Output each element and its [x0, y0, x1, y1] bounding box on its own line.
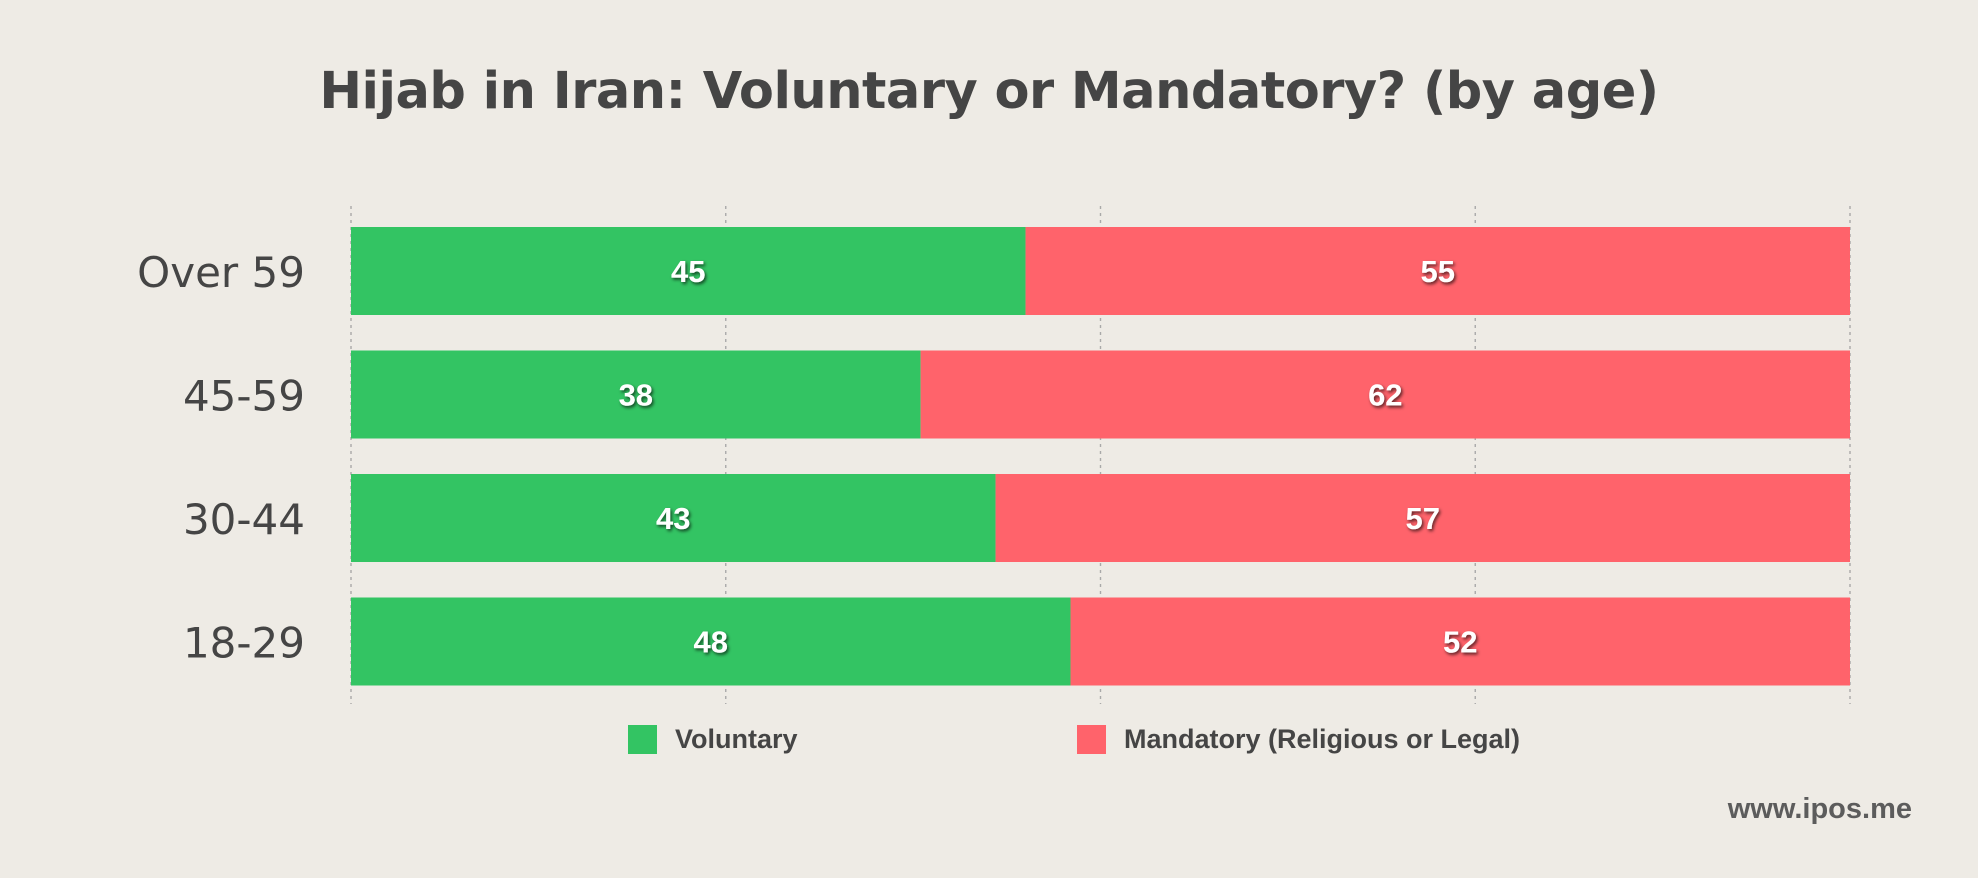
value-label-mandatory-1: 62: [1368, 378, 1402, 413]
legend-swatch-voluntary: [628, 724, 657, 754]
legend-label-mandatory: Mandatory (Religious or Legal): [1124, 723, 1521, 754]
legend-mandatory[interactable]: Mandatory (Religious or Legal): [1077, 723, 1520, 755]
bar-mandatory-2[interactable]: [995, 474, 1850, 562]
legend-label-voluntary: Voluntary: [675, 723, 798, 754]
category-label-0: Over 59: [137, 248, 305, 297]
bar-mandatory-3[interactable]: [1070, 597, 1850, 686]
bar-voluntary-0[interactable]: [351, 227, 1026, 315]
bar-voluntary-2[interactable]: [351, 474, 996, 562]
value-label-voluntary-3: 48: [694, 625, 728, 660]
legend-voluntary[interactable]: Voluntary: [628, 723, 798, 755]
category-label-3: 18-29: [183, 619, 305, 668]
bar-mandatory-1[interactable]: [920, 350, 1850, 439]
legend-swatch-mandatory: [1077, 724, 1106, 754]
value-label-mandatory-0: 55: [1421, 254, 1455, 289]
value-label-mandatory-3: 52: [1443, 625, 1477, 660]
value-label-voluntary-1: 38: [619, 378, 653, 413]
bar-voluntary-1[interactable]: [351, 350, 921, 439]
bar-mandatory-0[interactable]: [1025, 227, 1850, 315]
chart-title: Hijab in Iran: Voluntary or Mandatory? (…: [319, 62, 1659, 121]
value-label-voluntary-2: 43: [656, 501, 690, 536]
labels: 45 55 Over 59 38 62 45-59 43 57 30-44 48 52 18-29: [137, 248, 1477, 668]
value-label-voluntary-0: 45: [671, 254, 705, 289]
category-label-1: 45-59: [183, 372, 305, 421]
category-label-2: 30-44: [183, 495, 305, 544]
value-label-mandatory-2: 57: [1406, 501, 1440, 536]
bars: [351, 227, 1850, 686]
source-credit: www.ipos.me: [1727, 793, 1912, 825]
bar-voluntary-3[interactable]: [351, 597, 1071, 686]
